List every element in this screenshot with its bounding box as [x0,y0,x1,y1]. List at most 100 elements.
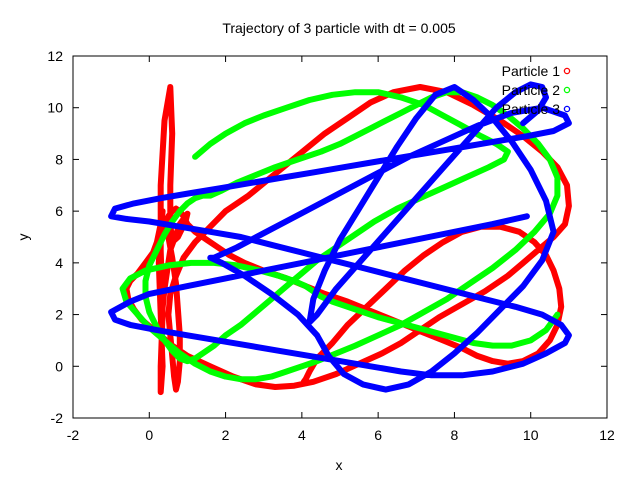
particle-2-point [199,350,206,357]
particle-2-point [398,94,404,101]
particle-1-point [329,340,336,346]
particle-3-point [524,133,530,139]
particle-3-point [383,386,389,393]
particle-3-point [154,327,160,333]
particle-2-point [207,192,214,199]
particle-1-point [167,182,173,188]
particle-2-point [318,293,324,300]
particle-1-point [440,337,446,344]
particle-3-point [432,92,439,98]
particle-2-point [466,280,473,287]
plot-area [108,81,572,396]
particle-1-point [421,252,427,258]
particle-3-point [337,236,343,243]
particle-1-point [440,239,446,245]
particle-3-point [329,257,336,263]
particle-2-point [154,247,160,253]
particle-3-point [470,130,477,137]
particle-1-point [165,213,172,220]
particle-3-point [314,311,320,318]
particle-3-point [493,138,500,145]
particle-1-point [180,254,187,261]
particle-2-point [375,89,381,95]
particle-3-point [207,254,214,261]
particle-2-point [520,125,526,132]
particle-3-point [306,353,313,359]
particle-3-point [482,296,488,302]
particle-3-point [268,242,275,248]
particle-1-point [531,239,538,245]
particle-3-point [367,363,374,369]
particle-2-point [207,368,214,375]
x-tick-label: 8 [451,427,459,443]
particle-2-point [352,89,358,95]
particle-3-point [337,190,343,196]
particle-2-point [352,231,358,238]
particle-3-point [459,372,465,379]
particle-3-point [463,143,469,150]
particle-1-point [169,208,175,214]
particle-2-point [299,363,305,369]
particle-3-point [127,298,133,305]
particle-2-point [547,156,553,163]
particle-1-point [417,84,423,90]
particle-1-point [192,239,198,245]
particle-2-point [440,112,446,119]
particle-3-point [543,350,549,357]
particle-2-point [531,229,538,235]
particle-3-point [474,329,481,336]
particle-1-legend-marker [563,67,571,75]
particle-3-point [451,229,458,235]
particle-3-point [558,322,564,328]
particle-2-point [302,283,309,289]
particle-1-point [364,304,370,310]
particle-2-point [177,350,183,357]
particle-2-point [211,342,217,349]
particle-3-point [508,110,515,116]
particle-1-point [184,211,191,217]
x-tick-label: 4 [298,427,306,443]
particle-3-point [268,291,275,297]
particle-2-point [283,368,290,375]
particle-3-point [131,200,137,207]
particle-3-point [413,236,419,243]
x-tick-label: 10 [523,427,539,443]
particle-1-point [159,311,166,318]
particle-3-point [451,288,458,294]
particle-3-point [295,311,301,318]
particle-1-point [291,382,297,389]
particle-1-point [165,311,172,318]
particle-3-point [520,283,526,289]
particle-2-point [261,112,267,119]
particle-1-point [161,117,168,124]
particle-2-point [169,348,175,354]
particle-3-point [375,174,381,181]
particle-2-point [192,195,198,201]
particle-2-point [432,329,439,336]
particle-1-point [379,350,385,357]
particle-3-point [566,332,572,338]
particle-2-point [184,200,191,207]
particle-3-point [310,296,316,302]
particle-2-point [444,296,450,302]
particle-2-point [478,133,484,139]
particle-2-point [486,164,492,170]
particle-2-point [272,164,278,170]
particle-2-point [508,342,515,349]
particle-2-legend-label: Particle 2 [502,82,561,98]
particle-3-point [341,164,347,170]
particle-2-point [283,105,290,111]
y-tick-label: -2 [51,410,64,426]
particle-2-point [528,337,534,344]
particle-3-point [280,174,286,181]
particle-2-point [222,130,229,137]
particle-2-point [222,373,229,380]
plot-frame [72,55,608,419]
x-tick-label: -2 [67,427,80,443]
particle-3-point [398,368,404,375]
particle-3-point [528,81,534,88]
particle-3-point [371,172,378,178]
x-tick-label: 0 [145,427,153,443]
particle-3-point [333,286,339,292]
y-tick-label: 0 [55,358,63,374]
